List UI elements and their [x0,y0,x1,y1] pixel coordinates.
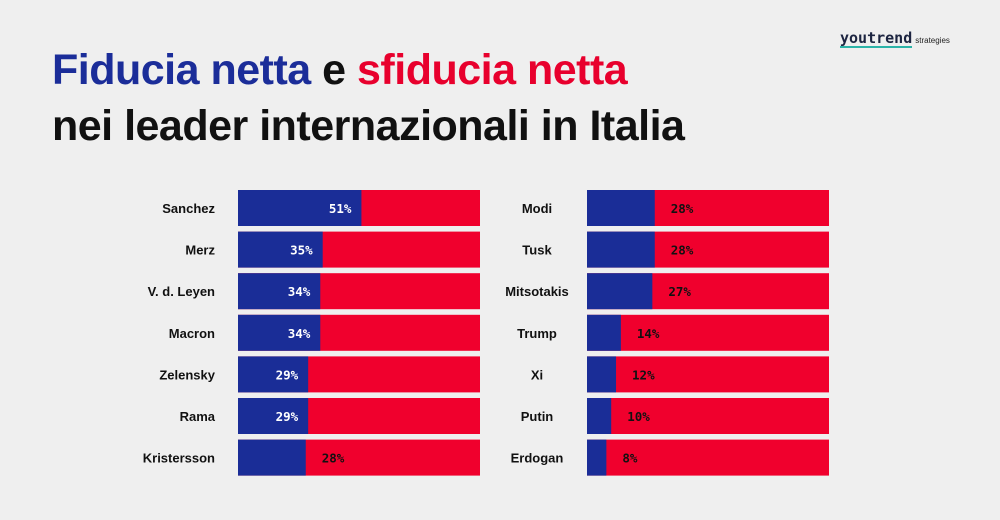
title-trust: Fiducia netta [52,46,311,94]
bar-trust [238,439,306,476]
bar-distrust [587,398,829,434]
category-label: Zelensky [159,367,215,382]
brand-logo: youtrend strategies [840,30,950,48]
value-label: 8% [622,451,638,466]
bar-trust [238,190,362,226]
logo-wordmark: youtrend [840,29,913,48]
bar-trust [238,398,309,434]
bar-distrust [587,356,829,393]
bar-trust [238,314,321,351]
category-label: V. d. Leyen [148,284,215,299]
bar-trust [238,356,309,393]
category-label: Sanchez [162,201,215,216]
title-distrust: sfiducia netta [357,46,628,94]
category-label: Putin [521,409,554,424]
bar-distrust [587,314,829,351]
bar-trust [587,273,653,310]
category-label: Tusk [522,243,552,258]
bar-panel-1: Sanchez 51% Merz 35% V. d. Leyen 34% Macron 34%… [143,190,480,476]
value-label: 27% [668,284,691,299]
value-label: 34% [288,284,311,299]
category-label: Merz [185,243,215,258]
bar-trust [587,398,612,434]
category-label: Rama [180,409,216,424]
bar-trust [587,231,655,268]
bar-trust [238,231,323,268]
category-label: Modi [522,201,552,216]
category-label: Trump [517,326,557,341]
value-label: 35% [290,243,313,258]
value-label: 34% [288,326,311,341]
chart-title: Fiducia netta e sfiducia netta nei leade… [52,42,685,154]
logo-subtitle: strategies [915,36,950,45]
bar-trust [587,356,617,393]
value-label: 28% [671,201,694,216]
bar-distrust [587,439,829,476]
category-label: Erdogan [511,451,564,466]
value-label: 29% [276,367,299,382]
category-label: Mitsotakis [505,284,569,299]
bar-trust [238,273,321,310]
value-label: 14% [637,326,660,341]
value-label: 10% [627,409,650,424]
bar-trust [587,314,621,351]
value-label: 28% [671,243,694,258]
title-conjunction: e [310,46,358,94]
category-label: Macron [169,326,215,341]
value-label: 28% [322,451,345,466]
category-label: Xi [531,367,543,382]
category-label: Kristersson [143,451,215,466]
bar-trust [587,439,607,476]
bar-trust [587,190,655,226]
title-line-2: nei leader internazionali in Italia [52,102,685,150]
bar-panel-2: Modi 28% Tusk 28% Mitsotakis 27% Trump 14% Xi 12%… [505,190,829,476]
value-label: 51% [329,201,352,216]
value-label: 29% [276,409,299,424]
value-label: 12% [632,367,655,382]
